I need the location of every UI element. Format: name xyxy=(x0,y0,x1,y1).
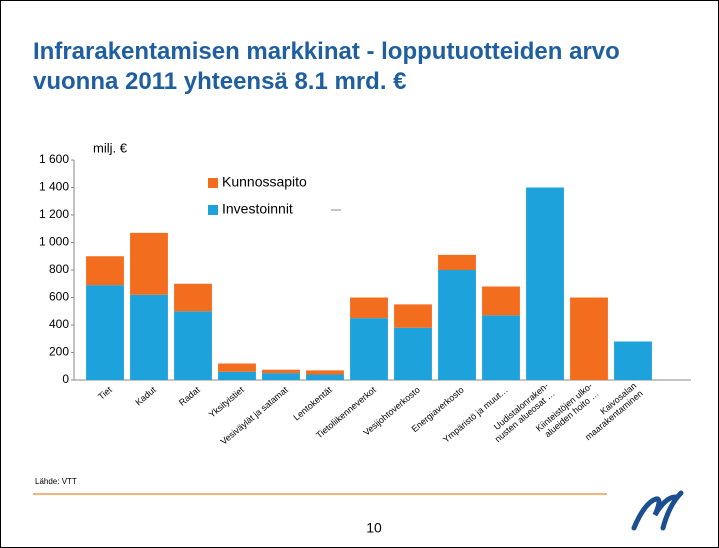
x-tick-label: Lentokentät xyxy=(291,384,334,422)
bar xyxy=(482,286,520,316)
bar xyxy=(262,373,300,380)
bar xyxy=(526,187,564,380)
y-tick-label: 1 600 xyxy=(39,152,69,166)
logo xyxy=(631,490,684,531)
y-tick-label: 1 200 xyxy=(39,207,69,221)
y-tick-label: 600 xyxy=(49,290,69,304)
bar xyxy=(350,297,388,319)
bar xyxy=(86,285,124,380)
bar xyxy=(570,297,608,380)
bar xyxy=(130,294,168,380)
x-tick-label: Radat xyxy=(177,384,202,407)
bar xyxy=(218,371,256,380)
bar xyxy=(174,311,212,380)
bar xyxy=(86,256,124,286)
bar xyxy=(306,370,344,375)
chart-title: Infrarakentamisen markkinat - lopputuott… xyxy=(33,38,620,95)
bar xyxy=(394,304,432,328)
bar xyxy=(614,341,652,380)
x-tick-label: Kadut xyxy=(133,384,158,407)
y-tick-label: 1 000 xyxy=(39,235,69,249)
legend-swatch xyxy=(208,178,218,188)
y-tick-label: 1 400 xyxy=(39,180,69,194)
bar xyxy=(130,232,168,295)
page-number: 10 xyxy=(366,520,382,536)
source: Lähde: VTT xyxy=(35,477,77,486)
bar xyxy=(350,318,388,380)
x-tick-label: Tiet xyxy=(96,384,114,401)
legend-label: Investoinnit xyxy=(222,201,293,217)
y-tick-label: 400 xyxy=(49,317,69,331)
bar xyxy=(306,374,344,380)
bar xyxy=(174,283,212,312)
x-tick-label: Yksityistiet xyxy=(207,384,246,419)
y-tick-label: 200 xyxy=(49,345,69,359)
bar xyxy=(218,363,256,372)
legend-swatch xyxy=(208,205,218,215)
legend-label: Kunnossapito xyxy=(222,174,307,190)
bar xyxy=(394,327,432,380)
y-axis-label: milj. € xyxy=(93,140,128,155)
y-tick-label: 800 xyxy=(49,262,69,276)
bar xyxy=(438,270,476,380)
bar xyxy=(482,315,520,380)
bar xyxy=(438,254,476,270)
bar xyxy=(262,369,300,374)
y-tick-label: 0 xyxy=(62,372,69,386)
